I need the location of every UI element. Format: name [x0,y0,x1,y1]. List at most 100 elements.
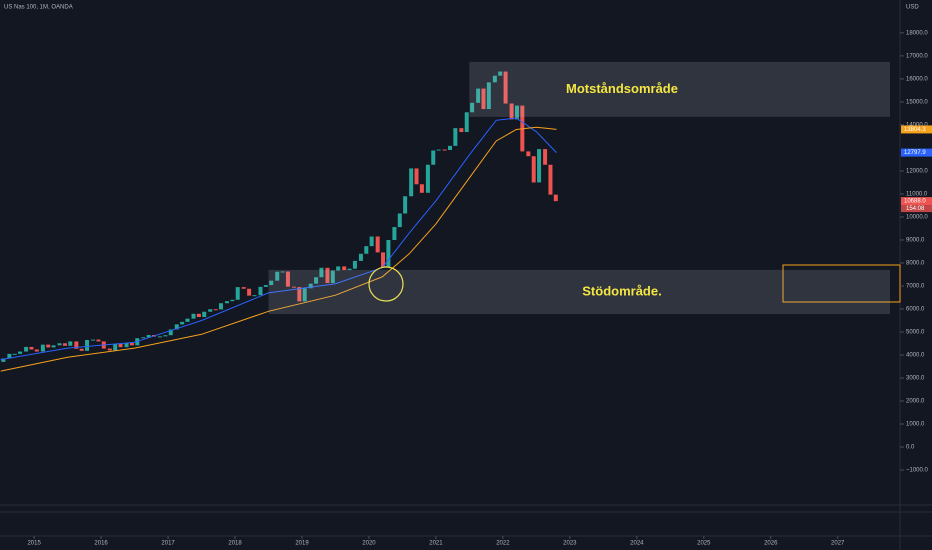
candle-body [185,318,190,322]
zone [268,269,890,315]
price-label: 13804.3 [904,127,926,133]
countdown-box [901,205,932,213]
candle-body [57,343,62,346]
candle-body [448,145,452,151]
candle-body [476,88,481,103]
candle-body [1,358,6,362]
candle-body [414,168,419,185]
candle-body [174,324,179,330]
candle-body [297,287,302,302]
y-tick-label: 0.0 [906,445,915,451]
y-tick-label: 2000.0 [906,399,925,405]
candle-body [12,353,17,355]
candle-body [124,343,129,348]
candle-body [29,346,34,350]
candle-body [336,266,341,271]
candle-body [319,267,324,278]
price-label: 12797.9 [904,150,926,156]
y-tick-label: 5000.0 [906,330,925,336]
x-tick-label: 2018 [228,541,242,547]
candle-body [7,353,12,359]
x-tick-label: 2022 [496,541,510,547]
moving-average [0,117,557,361]
candle-body [24,346,29,352]
candle-body [235,287,240,300]
y-tick-label: 9000.0 [906,238,925,244]
candle-body [280,271,285,273]
candle-body [330,270,335,283]
candle-body [230,299,235,302]
candle-body [141,337,146,339]
candle-body [68,341,73,346]
candle-body [386,239,391,268]
y-tick-label: 3000.0 [906,376,925,382]
x-tick-label: 2019 [295,541,309,547]
candle-body [498,71,503,76]
candle-body [358,253,363,261]
price-label-box [901,197,932,206]
candle-body [397,213,402,228]
zone [469,61,890,117]
candle-body [364,246,369,254]
candle-body [503,71,508,104]
candle-body [291,286,296,288]
candle-body [40,344,45,352]
candle-body [347,268,352,271]
currency: USD [906,5,919,11]
y-tick-label: 11000.0 [906,192,928,198]
x-tick-label: 2027 [831,541,845,547]
candle-body [196,313,201,318]
candle-body [247,288,252,296]
candle-body [263,285,268,287]
candle-body [470,102,475,113]
candle-body [442,149,447,151]
candle-body [118,343,123,348]
candle-body [369,236,374,247]
candle-body [325,267,330,283]
candle-body [509,103,514,120]
candle-body [269,280,274,286]
candle-body [163,335,168,337]
candle-body [342,266,347,271]
y-tick-label: 8000.0 [906,261,925,267]
candle-body [34,349,39,352]
candle-body [96,339,101,342]
countdown: 154:08 [906,206,925,212]
candle-body [553,194,558,202]
candle-body [146,334,151,338]
price-label: 10688.0 [904,199,926,205]
candle-body [113,343,118,351]
x-tick-label: 2025 [697,541,711,547]
candle-body [537,149,542,183]
candle-body [275,271,280,281]
x-tick-label: 2024 [630,541,644,547]
candle-body [91,339,96,341]
candle-body [218,303,223,310]
x-tick-label: 2020 [362,541,376,547]
candle-body [225,301,230,304]
candle-body [18,351,23,354]
candle-body [459,128,464,133]
zone-label: Motståndsområde [566,81,678,96]
candle-body [107,348,112,351]
candle-body [352,260,357,269]
y-tick-label: 18000.0 [906,30,928,36]
y-tick-label: 6000.0 [906,307,925,313]
x-tick-label: 2021 [429,541,443,547]
candle-body [158,336,163,338]
candle-body [436,149,441,151]
candle-body [543,149,548,165]
x-tick-label: 2017 [161,541,175,547]
highlight-box [782,264,901,303]
candle-body [180,321,185,325]
candle-body [526,151,531,157]
y-tick-label: 12000.0 [906,169,928,175]
candle-body [168,329,173,336]
price-label-box [901,125,932,134]
candle-body [425,164,430,193]
candle-body [314,277,319,284]
candle-body [481,88,486,110]
y-tick-label: 7000.0 [906,284,925,290]
